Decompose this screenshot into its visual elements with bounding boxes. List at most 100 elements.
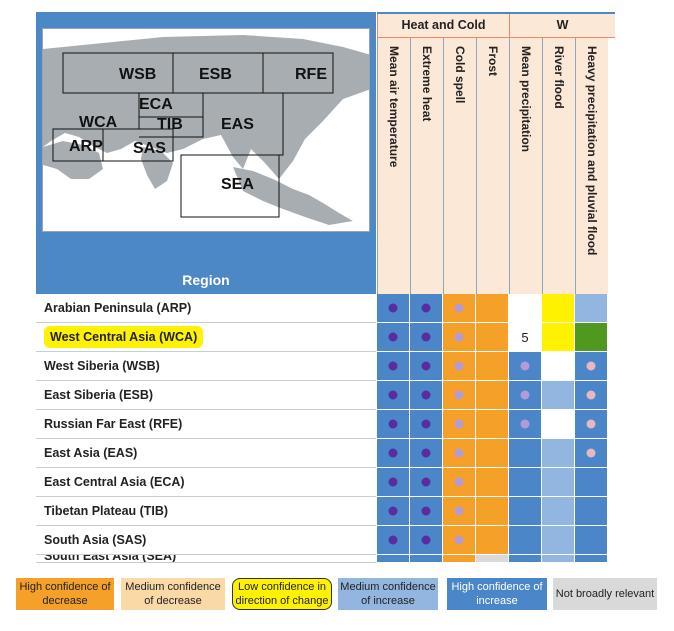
confidence-dot (586, 448, 596, 458)
column-header-label: Mean precipitation (519, 46, 533, 153)
confidence-dot (454, 361, 464, 371)
confidence-dot (520, 419, 530, 429)
confidence-dot (454, 506, 464, 516)
column-header-mean-precipitation: Mean precipitation (509, 38, 542, 294)
map-label-sea: SEA (221, 176, 254, 193)
confidence-dot (388, 361, 398, 371)
row-label: East Central Asia (ECA) (36, 468, 376, 497)
table-cell (542, 410, 575, 439)
table-cell (575, 555, 608, 563)
table-cell (476, 410, 509, 439)
row-label: West Central Asia (WCA) (36, 323, 376, 352)
confidence-dot (388, 390, 398, 400)
table-cell (509, 439, 542, 468)
map-drawing: WSB ESB RFE ECA WCA TIB EAS ARP SAS SEA (43, 29, 369, 231)
column-header-river-flood: River flood (542, 38, 575, 294)
column-header-label: River flood (552, 46, 566, 109)
table-cell (476, 555, 509, 563)
row-label: South East Asia (SEA) (36, 555, 376, 563)
confidence-dot (454, 535, 464, 545)
row-label-text: East Central Asia (ECA) (44, 475, 185, 489)
row-label-text: West Central Asia (WCA) (44, 326, 204, 348)
table-cell (410, 526, 443, 555)
table-cell (542, 381, 575, 410)
confidence-dot (388, 303, 398, 313)
column-header-label: Extreme heat (420, 46, 434, 122)
confidence-dot (586, 419, 596, 429)
map-label-esb: ESB (199, 66, 232, 83)
table-cell (377, 555, 410, 563)
table-cell (377, 410, 410, 439)
table-cell (542, 497, 575, 526)
table-cell (476, 323, 509, 352)
table-cell (377, 352, 410, 381)
table-cell (476, 526, 509, 555)
row-label-text: East Siberia (ESB) (44, 388, 154, 402)
confidence-dot (520, 361, 530, 371)
confidence-dot (388, 506, 398, 516)
table-cell (443, 352, 476, 381)
cell-value: 5 (521, 330, 529, 345)
table-cell (575, 439, 608, 468)
table-cell: 5 (509, 323, 542, 352)
legend-item-not-relevant: Not broadly relevant (553, 578, 657, 610)
asia-region-map: WSB ESB RFE ECA WCA TIB EAS ARP SAS SEA (42, 28, 370, 232)
map-label-wsb: WSB (119, 66, 156, 83)
legend-item-medium-decrease: Medium confidence of decrease (121, 578, 225, 610)
row-label: East Asia (EAS) (36, 439, 376, 468)
row-label: Arabian Peninsula (ARP) (36, 294, 376, 323)
legend-item-high-decrease: High confidence of decrease (16, 578, 114, 610)
confidence-dot (388, 419, 398, 429)
table-cell (377, 439, 410, 468)
table-cell (575, 294, 608, 323)
table-cell (377, 294, 410, 323)
confidence-dot (454, 303, 464, 313)
confidence-dot (421, 477, 431, 487)
table-cell (509, 526, 542, 555)
table-cell (542, 439, 575, 468)
table-cell (410, 555, 443, 563)
confidence-dot (454, 390, 464, 400)
table-cell (476, 468, 509, 497)
table-cell (509, 410, 542, 439)
table-cell (575, 497, 608, 526)
confidence-dot (388, 448, 398, 458)
table-cell (575, 410, 608, 439)
region-column-header: Region (182, 272, 230, 288)
table-cell (377, 468, 410, 497)
table-cell (542, 323, 575, 352)
confidence-dot (421, 390, 431, 400)
confidence-dot (454, 332, 464, 342)
table-cell (377, 323, 410, 352)
row-label-text: Russian Far East (RFE) (44, 417, 183, 431)
confidence-dot (388, 332, 398, 342)
map-label-eca: ECA (139, 96, 173, 113)
table-cell (476, 497, 509, 526)
table-cell (575, 468, 608, 497)
confidence-dot (586, 390, 596, 400)
row-label-text: Arabian Peninsula (ARP) (44, 301, 192, 315)
confidence-dot (421, 419, 431, 429)
confidence-dot (586, 361, 596, 371)
legend-item-medium-increase: Medium confidence of increase (338, 578, 438, 610)
row-label: Tibetan Plateau (TIB) (36, 497, 376, 526)
header-top-strip (377, 12, 615, 14)
table-cell (377, 497, 410, 526)
table-cell (542, 526, 575, 555)
confidence-dot (421, 535, 431, 545)
table-cell (410, 410, 443, 439)
table-cell (410, 323, 443, 352)
table-cell (443, 381, 476, 410)
table-cell (542, 555, 575, 563)
confidence-dot (388, 477, 398, 487)
row-label: East Siberia (ESB) (36, 381, 376, 410)
table-cell (377, 526, 410, 555)
group-header-wet-dry: W (509, 12, 615, 38)
table-cell (575, 381, 608, 410)
confidence-dot (388, 535, 398, 545)
confidence-dot (454, 477, 464, 487)
confidence-dot (454, 448, 464, 458)
table-cell (443, 410, 476, 439)
confidence-dot (454, 419, 464, 429)
table-cell (509, 555, 542, 563)
